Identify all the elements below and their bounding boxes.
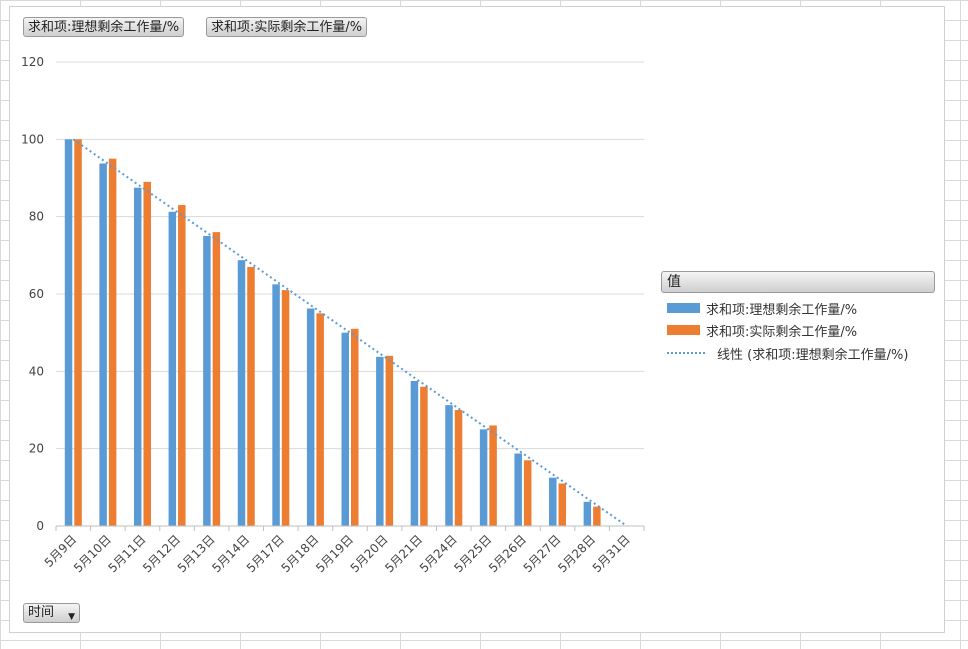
y-tick-label: 80	[29, 210, 44, 224]
legend-item-ideal: 求和项:理想剩余工作量/%	[667, 299, 858, 318]
x-tick-label: 5月31日	[590, 532, 633, 575]
y-tick-label: 60	[29, 287, 44, 301]
bar-ideal	[479, 429, 488, 526]
legend-label-actual: 求和项:实际剩余工作量/%	[706, 324, 858, 340]
bar-ideal	[445, 405, 453, 526]
legend-label-trendline: 线性 (求和项:理想剩余工作量/%)	[717, 347, 909, 363]
y-tick-label: 100	[21, 132, 44, 146]
field-button-ideal[interactable]: 求和项:理想剩余工作量/%	[23, 17, 185, 37]
y-tick-label: 20	[29, 442, 44, 456]
bar-ideal	[64, 139, 73, 527]
bar-actual	[178, 205, 186, 527]
field-button-actual[interactable]: 求和项:实际剩余工作量/%	[206, 17, 368, 37]
x-tick-label: 5月27日	[521, 532, 564, 575]
y-tick-label: 120	[21, 55, 44, 69]
bar-ideal	[306, 308, 315, 526]
bar-actual	[143, 181, 151, 526]
bar-ideal	[272, 284, 280, 526]
legend-item-actual: 求和项:实际剩余工作量/%	[667, 321, 858, 340]
y-tick-label: 0	[36, 519, 44, 533]
x-tick-label: 5月18日	[278, 532, 321, 575]
bar-ideal	[583, 501, 592, 526]
x-tick-label: 5月12日	[140, 532, 183, 575]
time-field-label: 时间	[28, 605, 55, 620]
bar-ideal	[168, 211, 177, 527]
legend-title[interactable]: 值	[661, 271, 935, 293]
legend-swatch-actual	[667, 325, 700, 335]
legend-label-ideal: 求和项:理想剩余工作量/%	[706, 302, 858, 318]
bar-actual	[281, 290, 290, 526]
bar-actual	[523, 460, 532, 526]
bar-ideal	[376, 356, 384, 526]
x-tick-label: 5月25日	[451, 532, 494, 575]
x-tick-label: 5月14日	[209, 532, 252, 575]
bar-actual	[351, 328, 359, 526]
bar-actual	[316, 313, 324, 526]
x-tick-label: 5月17日	[244, 532, 287, 575]
legend-item-trendline: 线性 (求和项:理想剩余工作量/%)	[667, 344, 909, 363]
bar-ideal	[514, 453, 522, 526]
bar-actual	[247, 266, 255, 526]
bar-ideal	[237, 260, 246, 526]
bar-actual	[558, 483, 567, 526]
legend-swatch-trendline	[667, 352, 705, 354]
dropdown-arrow-icon[interactable]: ▼	[68, 612, 75, 622]
time-field-button[interactable]: 时间 ▼	[23, 603, 80, 623]
x-tick-label: 5月28日	[555, 532, 598, 575]
bar-actual	[74, 139, 82, 527]
bar-actual	[593, 506, 601, 526]
x-tick-label: 5月11日	[106, 532, 149, 575]
x-tick-label: 5月20日	[348, 532, 391, 575]
bar-actual	[420, 386, 428, 526]
bar-actual	[385, 355, 394, 526]
bar-ideal	[99, 163, 107, 526]
bar-ideal	[133, 187, 142, 526]
x-tick-label: 5月21日	[382, 532, 425, 575]
x-tick-label: 5月19日	[313, 532, 356, 575]
trendline	[72, 138, 628, 527]
x-tick-label: 5月26日	[486, 532, 529, 575]
bar-ideal	[341, 332, 349, 526]
bar-ideal	[203, 236, 211, 526]
legend-swatch-ideal	[667, 303, 700, 313]
bar-actual	[454, 410, 463, 526]
x-tick-label: 5月24日	[417, 532, 460, 575]
y-tick-label: 40	[29, 364, 44, 378]
bar-ideal	[549, 477, 557, 526]
x-tick-label: 5月13日	[175, 532, 218, 575]
bar-actual	[489, 425, 497, 526]
bar-actual	[108, 158, 117, 526]
bar-actual	[212, 232, 221, 526]
bar-ideal	[410, 381, 419, 526]
chart-area	[9, 6, 945, 633]
x-tick-label: 5月10日	[71, 532, 114, 575]
